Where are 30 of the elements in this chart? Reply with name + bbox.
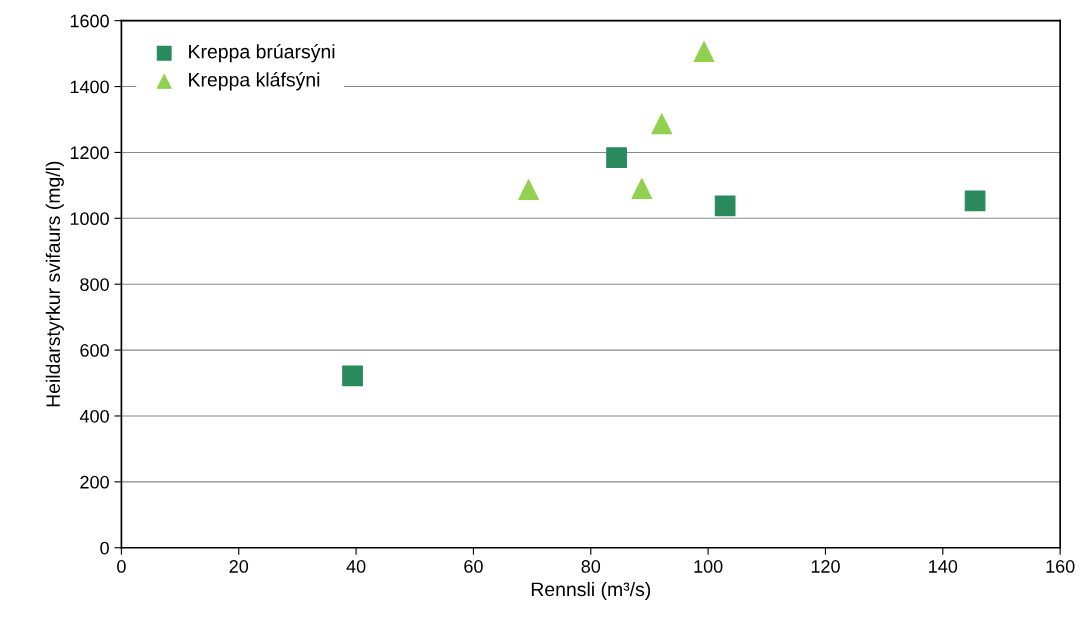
point — [693, 41, 715, 63]
x-tick-label: 160 — [1046, 560, 1075, 573]
x-tick-label: 80 — [581, 560, 601, 573]
y-tick-label: 200 — [80, 475, 109, 489]
point — [518, 179, 539, 201]
x-tick-label: 20 — [229, 560, 249, 573]
y-tick-label: 1000 — [70, 212, 109, 226]
y-tick-label: 400 — [79, 409, 109, 423]
x-tick-label: 0 — [117, 560, 126, 573]
y-tick-label: 1400 — [70, 80, 109, 94]
x-tick-label: 100 — [694, 560, 723, 573]
legend-label: Kreppa kláfsýni — [189, 72, 320, 91]
y-tick-label: 600 — [80, 344, 109, 357]
x-tick-label: 120 — [811, 560, 840, 573]
point — [964, 190, 986, 212]
y-tick-label: 0 — [100, 541, 109, 555]
point — [606, 147, 627, 169]
x-axis-title: Rennsli (m³/s) — [531, 581, 651, 601]
point — [342, 365, 363, 387]
y-tick-label: 1200 — [70, 146, 109, 160]
x-tick-label: 40 — [346, 560, 366, 573]
point — [651, 113, 673, 135]
y-axis-title: Heildarstyrkur svifaurs (mg/l) — [45, 161, 64, 407]
x-tick-label: 140 — [929, 560, 958, 573]
y-tick-label: 1600 — [70, 14, 109, 28]
y-tick-label: 800 — [80, 278, 109, 291]
point — [714, 195, 736, 217]
x-tick-label: 60 — [464, 560, 483, 573]
legend-label: Kreppa brúarsýni — [189, 43, 335, 63]
point — [631, 178, 653, 200]
